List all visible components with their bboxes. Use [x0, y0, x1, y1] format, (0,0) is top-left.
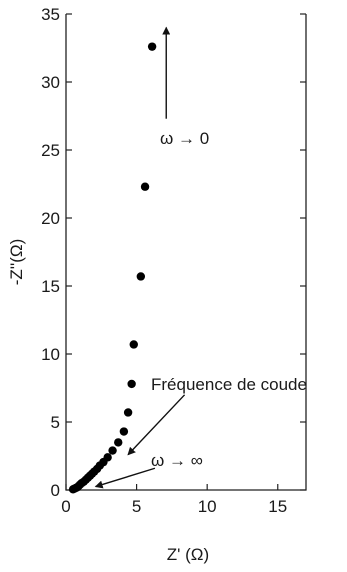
axes-frame	[65, 14, 307, 491]
y-tick-label: 20	[41, 209, 60, 228]
knee-frequency-label: Fréquence de coude	[151, 375, 307, 394]
x-axis-title: Z' (Ω)	[167, 545, 209, 564]
x-tick-label: 0	[61, 497, 70, 516]
y-tick-label: 35	[41, 5, 60, 24]
omega-infinity-arrow	[94, 467, 156, 489]
y-tick-label: 30	[41, 73, 60, 92]
y-axis-title: -Z''(Ω)	[7, 239, 26, 286]
data-point	[136, 272, 146, 281]
data-point	[119, 427, 129, 436]
y-tick-label: 10	[41, 345, 60, 364]
omega-infinity-label: ω → ∞	[151, 451, 203, 470]
data-point	[147, 42, 157, 51]
data-point	[108, 446, 117, 455]
x-tick-label: 15	[268, 497, 287, 516]
y-tick-label: 5	[51, 413, 60, 432]
data-point	[127, 379, 136, 389]
data-point	[129, 340, 138, 349]
data-points	[68, 42, 157, 494]
x-axis-ticks: 0 5 10 15	[61, 484, 287, 516]
knee-frequency-arrow	[127, 394, 186, 456]
plot-axes	[65, 14, 307, 491]
x-tick-label: 5	[132, 497, 141, 516]
y-axis-ticks: 0 5 10 15 20 25 30 35	[41, 5, 306, 500]
y-tick-label: 15	[41, 277, 60, 296]
data-point	[140, 182, 150, 191]
data-point	[114, 438, 123, 447]
data-point	[123, 408, 133, 417]
y-tick-label: 25	[41, 141, 60, 160]
omega-zero-label: ω → 0	[160, 129, 209, 148]
data-point	[103, 453, 112, 462]
x-tick-label: 10	[198, 497, 217, 516]
y-tick-label: 0	[51, 481, 60, 500]
annotations: ω → 0 Fréquence de coude ω → ∞	[94, 26, 307, 489]
